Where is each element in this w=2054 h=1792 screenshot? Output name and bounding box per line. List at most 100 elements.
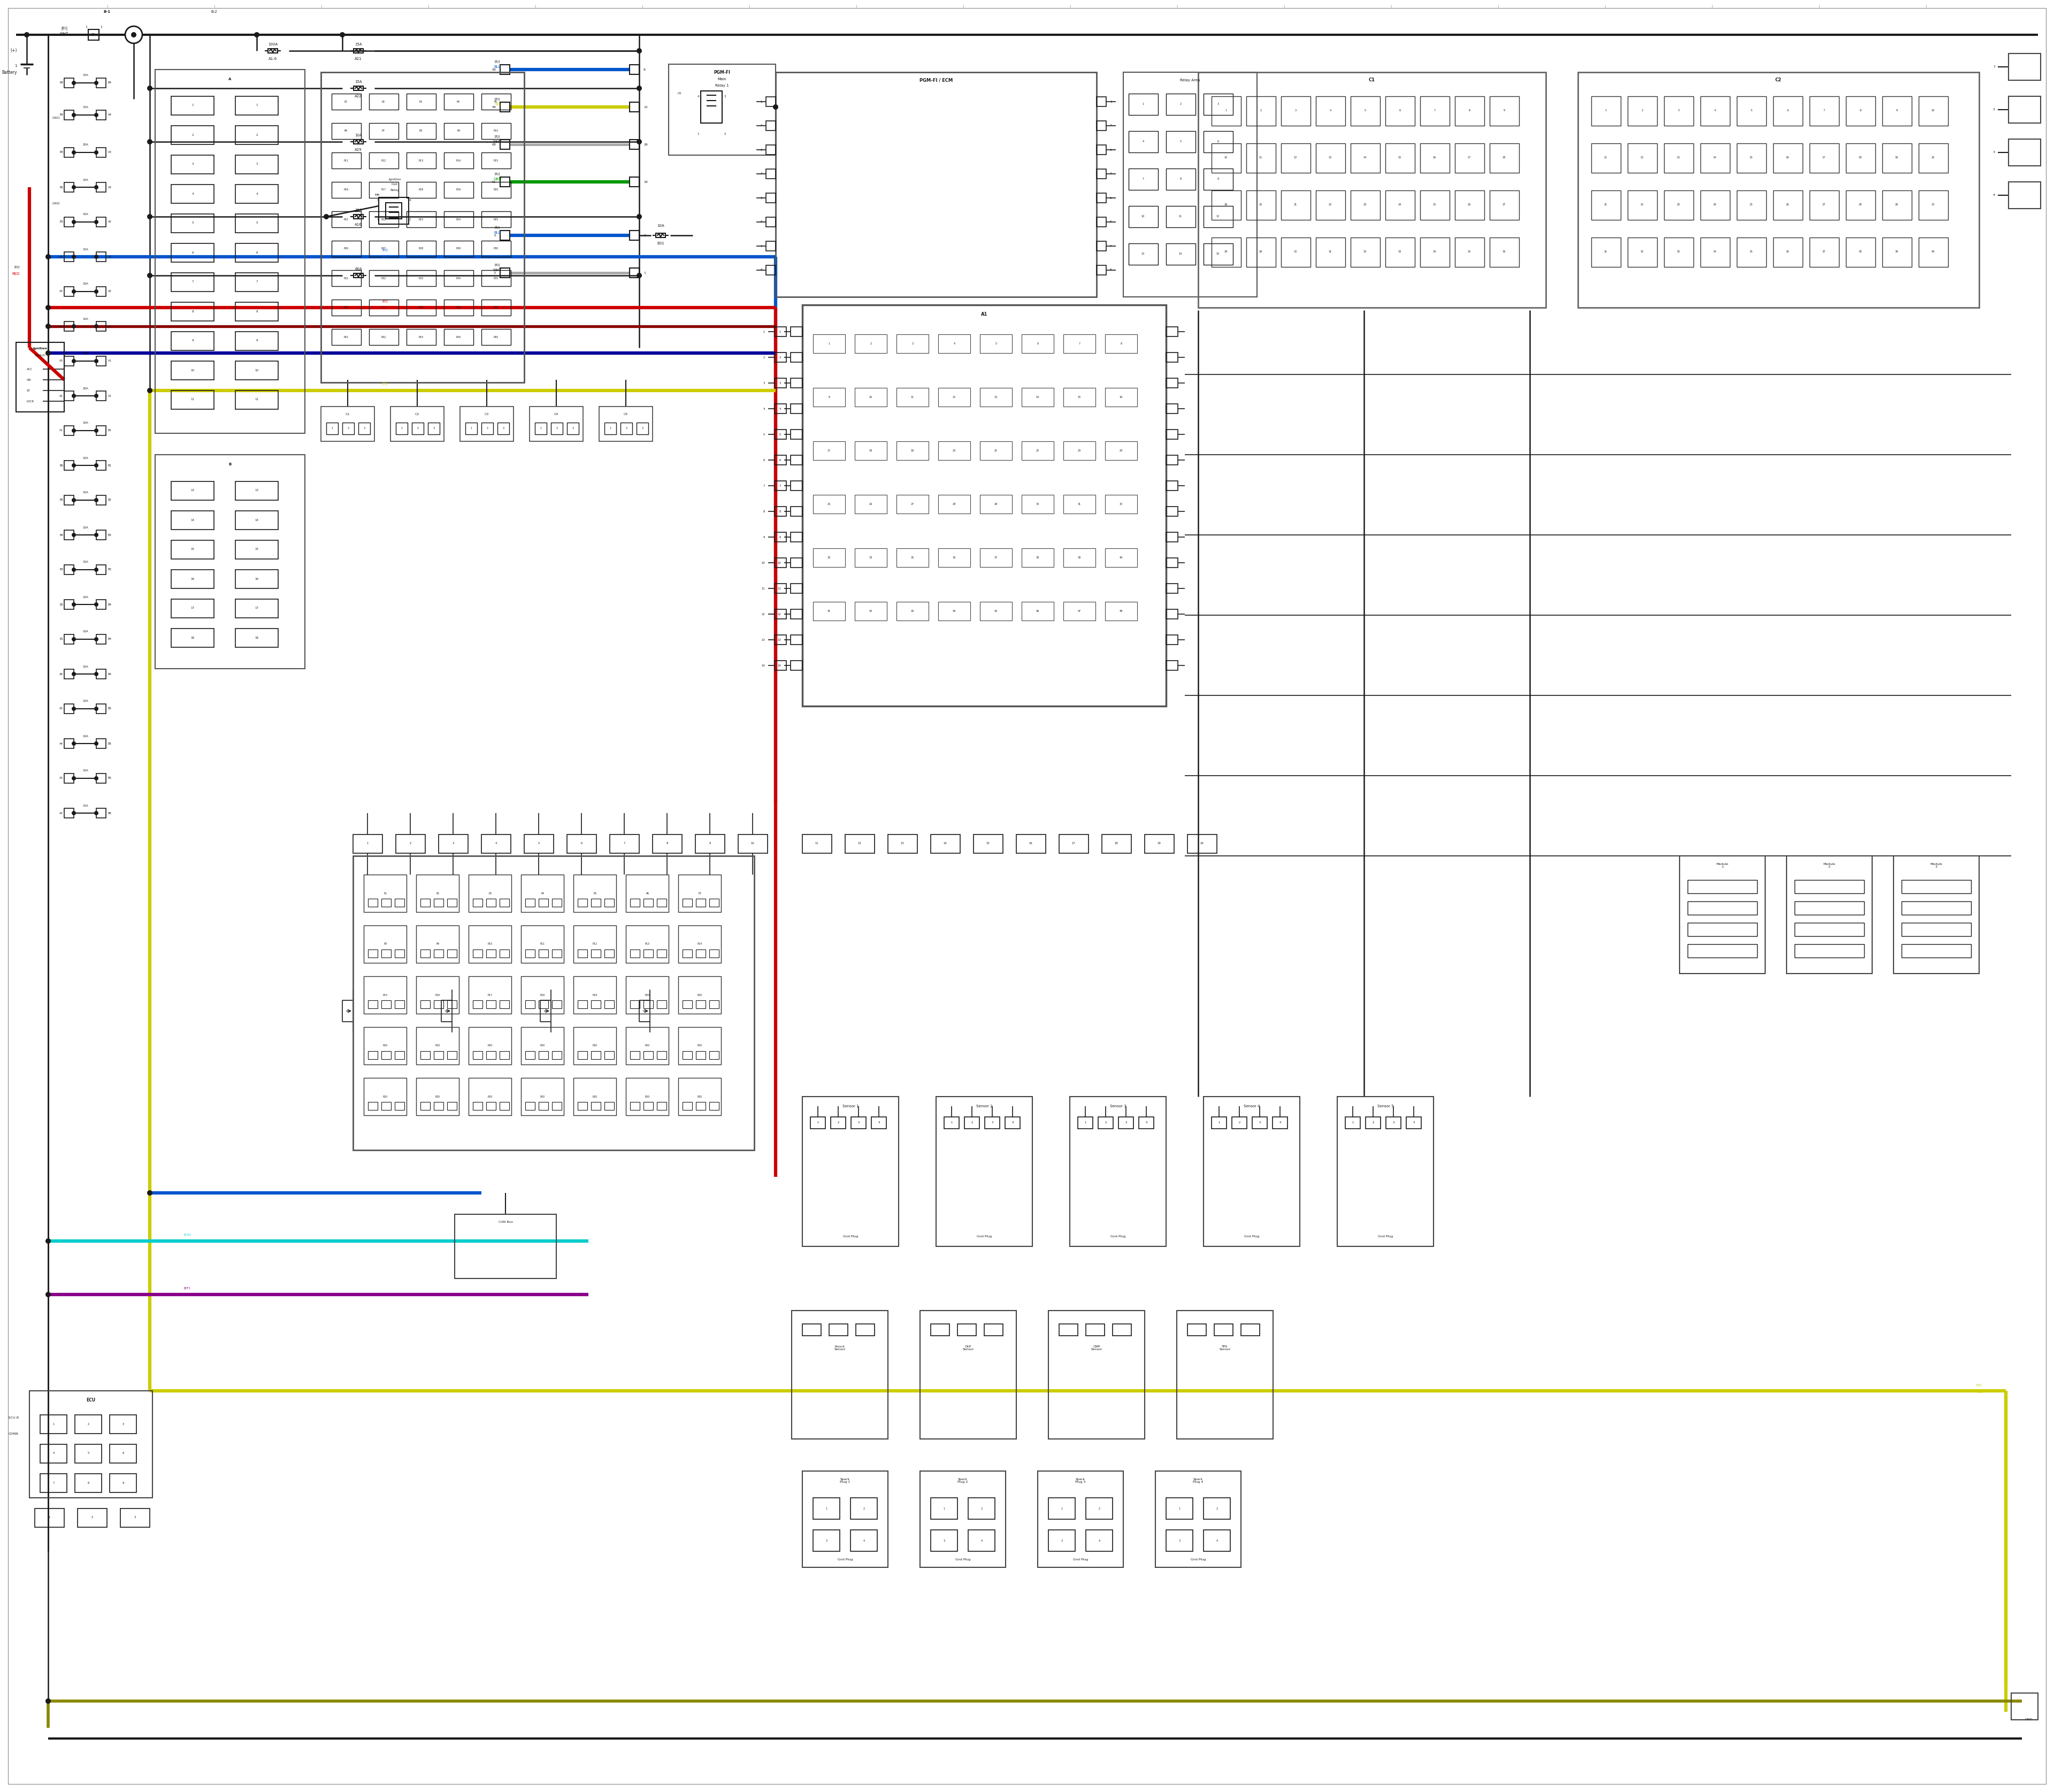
Bar [530, 407, 583, 441]
Text: 41: 41 [828, 609, 830, 613]
Bar [353, 835, 382, 853]
Bar [524, 835, 555, 853]
Bar [1021, 441, 1054, 461]
Bar [1489, 190, 1520, 220]
Bar [626, 925, 670, 962]
Text: A6: A6 [60, 672, 64, 676]
Bar [980, 441, 1013, 461]
Text: [EJ]: [EJ] [495, 97, 501, 100]
Text: 15: 15 [1216, 253, 1220, 256]
Text: 3: 3 [493, 271, 495, 274]
Text: 12: 12 [1294, 156, 1298, 159]
Bar [1384, 143, 1415, 172]
Bar [1247, 190, 1276, 220]
Bar [1688, 944, 1756, 957]
Text: P27: P27 [382, 247, 386, 251]
Bar [382, 1102, 390, 1109]
Text: 10A: 10A [82, 179, 88, 181]
Text: Module
1: Module 1 [1717, 862, 1729, 869]
Text: 15A: 15A [82, 805, 88, 806]
Bar [1087, 1324, 1105, 1335]
Bar [466, 423, 477, 434]
Bar [774, 326, 787, 337]
Bar [803, 1097, 900, 1247]
Bar [774, 609, 787, 618]
Bar [1021, 387, 1054, 407]
Text: M4: M4 [374, 194, 380, 197]
Text: P17: P17 [487, 993, 493, 996]
Text: P6: P6 [645, 892, 649, 894]
Circle shape [72, 358, 76, 364]
Bar [1384, 190, 1415, 220]
Bar [700, 91, 723, 124]
Bar [1384, 238, 1415, 267]
Bar [1154, 1471, 1241, 1568]
Text: A3: A3 [109, 151, 111, 154]
Circle shape [148, 213, 152, 219]
Bar [1247, 143, 1276, 172]
Text: 10A: 10A [82, 665, 88, 668]
Bar [1918, 238, 1947, 267]
Bar [1167, 403, 1177, 414]
Bar [481, 330, 511, 346]
Bar [1247, 97, 1276, 125]
Bar [394, 898, 405, 907]
Text: 23: 23 [1676, 204, 1680, 206]
Bar [1078, 1116, 1093, 1129]
Bar [236, 185, 277, 202]
Text: CYN: CYN [183, 1240, 191, 1242]
Bar [448, 898, 456, 907]
Text: 13: 13 [1329, 156, 1331, 159]
Bar [448, 1000, 456, 1009]
Bar [41, 1473, 68, 1493]
Bar [156, 455, 304, 668]
Circle shape [45, 1238, 51, 1244]
Text: A1: A1 [109, 360, 111, 362]
Bar [791, 430, 803, 439]
Text: A4: A4 [60, 324, 64, 328]
Text: 29: 29 [1896, 204, 1898, 206]
Bar [791, 661, 803, 670]
Bar [1352, 97, 1380, 125]
Text: G402: G402 [51, 202, 60, 204]
Bar [553, 1052, 561, 1059]
Bar [774, 403, 787, 414]
Bar [320, 72, 524, 382]
Text: 35: 35 [910, 556, 914, 559]
Text: Spark
Plug 2: Spark Plug 2 [957, 1478, 967, 1484]
Circle shape [148, 387, 152, 392]
Bar [364, 1027, 407, 1064]
Bar [1773, 97, 1803, 125]
Bar [967, 1498, 994, 1520]
Bar [791, 507, 803, 516]
Text: 10A: 10A [355, 134, 362, 136]
Text: WHT: WHT [493, 269, 501, 272]
Bar [920, 1310, 1017, 1439]
Bar [1167, 206, 1195, 228]
Bar [97, 461, 107, 470]
Text: [EI]: [EI] [62, 27, 68, 30]
Text: 27: 27 [1501, 204, 1506, 206]
Bar [236, 332, 277, 351]
Text: Spark
Plug 1: Spark Plug 1 [840, 1478, 850, 1484]
Text: 42: 42 [491, 181, 495, 183]
Bar [64, 391, 74, 401]
Bar [481, 124, 511, 140]
Text: 10A: 10A [657, 224, 663, 228]
Bar [64, 321, 74, 332]
Bar [1386, 1116, 1401, 1129]
Bar [631, 269, 639, 278]
Bar [1688, 901, 1756, 914]
Text: 31: 31 [1329, 251, 1331, 253]
Text: YEL: YEL [1976, 1391, 1982, 1394]
Bar [709, 1000, 719, 1009]
Text: 22: 22 [1035, 450, 1039, 452]
Bar [1627, 190, 1658, 220]
Bar [1847, 97, 1875, 125]
Text: P24: P24 [456, 219, 460, 220]
Bar [64, 183, 74, 192]
Bar [407, 181, 435, 197]
Bar [696, 1052, 705, 1059]
Text: RED: RED [12, 272, 21, 276]
Bar [1489, 238, 1520, 267]
